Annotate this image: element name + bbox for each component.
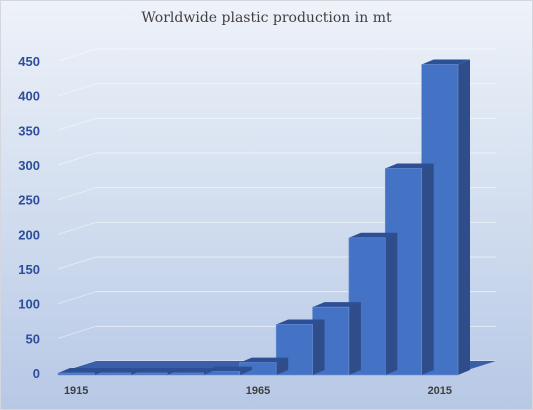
bar-side — [385, 232, 398, 375]
bar-side — [458, 59, 470, 375]
y-tick-label: 150 — [18, 262, 40, 277]
bar — [166, 372, 204, 376]
bar-top — [239, 357, 289, 363]
bar-side — [203, 368, 216, 375]
y-tick-label: 250 — [18, 193, 40, 208]
y-tick-label: 100 — [18, 297, 40, 312]
y-tick-label: 0 — [33, 366, 40, 381]
bar-side — [348, 302, 361, 375]
y-tick-label: 350 — [18, 123, 40, 138]
bar — [57, 372, 95, 376]
bar-top — [203, 366, 252, 372]
bar-top — [348, 232, 398, 238]
y-tick-label: 300 — [18, 158, 40, 173]
bar-top — [385, 163, 434, 169]
bar-top — [276, 319, 325, 325]
gridline-side — [57, 48, 97, 62]
bar — [130, 372, 168, 376]
y-tick-label: 200 — [18, 227, 40, 242]
y-tick-label: 50 — [26, 331, 40, 346]
gridline-side — [57, 117, 97, 131]
y-tick-label: 400 — [18, 89, 40, 104]
bar-side — [312, 319, 325, 375]
bar-top — [58, 368, 107, 373]
x-tick-label: 1965 — [246, 385, 270, 397]
bar-side — [130, 368, 143, 375]
bar — [94, 372, 132, 376]
gridline-side — [57, 83, 97, 97]
bar-side — [239, 366, 252, 375]
bar-top — [421, 59, 470, 65]
bar-top — [94, 368, 143, 373]
gridline-side — [57, 152, 97, 166]
bar-side — [94, 368, 107, 375]
gridline-side — [57, 291, 97, 305]
bar-top — [130, 368, 180, 373]
gridline-side — [57, 187, 97, 201]
x-tick-label: 2015 — [428, 385, 452, 397]
bar-top — [167, 368, 216, 373]
chart-title: Worldwide plastic production in mt — [141, 10, 392, 26]
gridline-side — [57, 325, 97, 339]
bar-top — [312, 302, 361, 308]
bar-side — [421, 163, 434, 375]
y-tick-label: 450 — [18, 54, 40, 69]
bar-side — [167, 368, 180, 375]
gridline-side — [57, 256, 97, 270]
bar-side — [276, 357, 289, 375]
gridline-side — [57, 221, 97, 235]
x-tick-label: 1915 — [64, 385, 88, 397]
